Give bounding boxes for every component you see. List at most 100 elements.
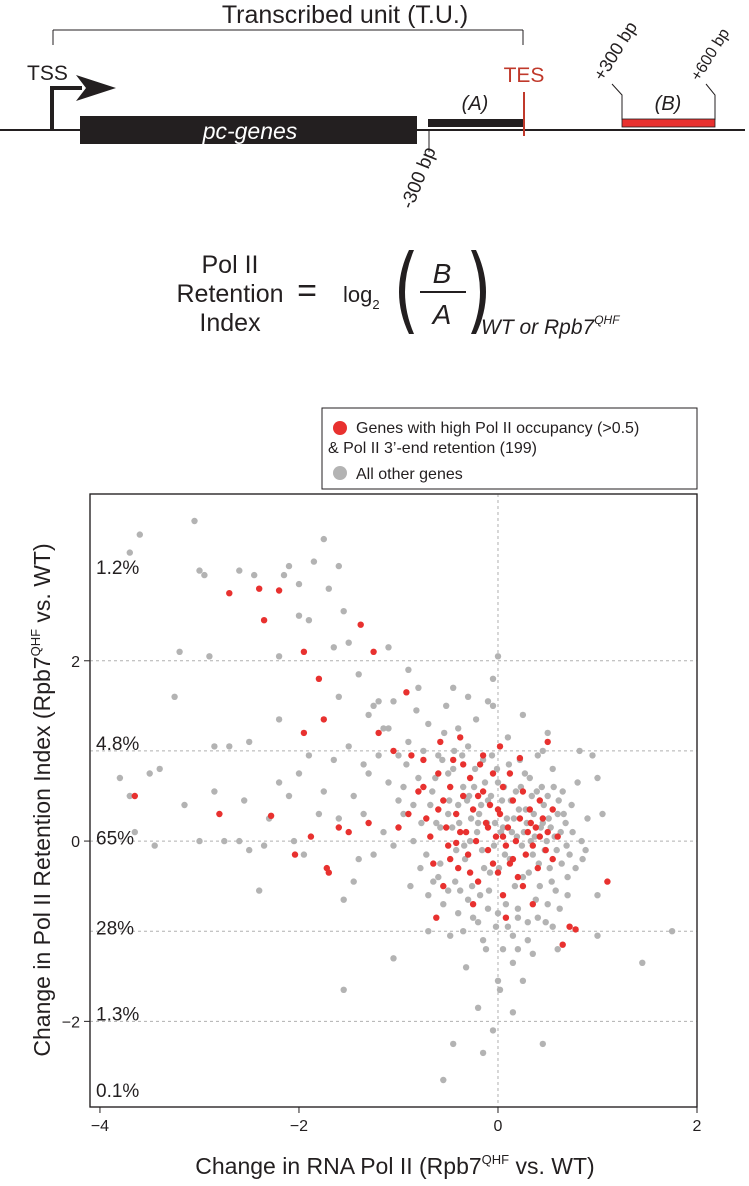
data-point-other: [420, 747, 427, 755]
data-point-highlight: [435, 806, 442, 813]
series-highlight-genes: [131, 585, 611, 948]
data-point-highlight: [370, 648, 377, 655]
data-point-other: [543, 837, 550, 845]
x-tick-label: −4: [91, 1118, 109, 1135]
data-point-other: [554, 810, 561, 818]
data-point-other: [460, 783, 467, 791]
data-point-highlight: [357, 621, 364, 628]
data-point-other: [475, 810, 483, 818]
region-percent-label: 4.8%: [96, 734, 139, 755]
data-point-other: [467, 815, 475, 822]
data-point-other: [403, 761, 410, 768]
data-point-other: [417, 864, 424, 872]
formula-log-sub: 2: [372, 297, 379, 312]
data-point-other: [519, 977, 527, 984]
region-percent-label: 28%: [96, 919, 134, 940]
data-point-other: [191, 517, 198, 525]
data-point-other: [285, 562, 293, 570]
data-point-other: [251, 571, 258, 579]
data-point-other: [524, 937, 531, 944]
data-point-other: [407, 882, 414, 890]
data-point-other: [445, 770, 452, 777]
formula-close-paren: [471, 250, 486, 334]
data-point-other: [405, 738, 412, 746]
data-point-highlight: [544, 738, 551, 746]
data-point-highlight: [256, 585, 263, 592]
data-point-highlight: [300, 729, 308, 737]
data-point-highlight: [466, 869, 474, 876]
data-point-other: [335, 815, 342, 822]
gene-schematic: Transcribed unit (T.U.) TSS pc-genes (A)…: [0, 1, 745, 212]
data-point-other: [549, 923, 556, 930]
data-point-highlight: [300, 648, 308, 655]
data-point-other: [221, 837, 228, 845]
data-point-other: [241, 797, 248, 804]
formula-subscript-main: WT or Rpb7: [481, 316, 596, 339]
data-point-other: [549, 765, 556, 773]
data-point-other: [504, 734, 512, 741]
data-point-other: [451, 747, 458, 755]
data-point-other: [493, 765, 501, 773]
legend-marker-highlight: [333, 421, 347, 435]
data-point-other: [246, 846, 253, 854]
data-point-highlight: [499, 892, 507, 899]
data-point-other: [385, 779, 392, 786]
data-point-highlight: [469, 901, 477, 908]
data-point-other: [494, 910, 502, 917]
data-point-highlight: [430, 860, 437, 867]
data-point-other: [151, 842, 158, 849]
data-point-other: [400, 783, 407, 791]
data-point-highlight: [572, 926, 579, 933]
data-point-other: [470, 783, 478, 791]
data-point-other: [464, 693, 472, 700]
data-point-highlight: [489, 770, 497, 777]
data-point-highlight: [494, 806, 502, 813]
data-point-other: [484, 905, 492, 912]
data-point-other: [450, 684, 457, 691]
data-point-other: [355, 855, 362, 863]
data-point-other: [413, 707, 420, 714]
data-point-other: [463, 797, 471, 804]
data-point-other: [503, 815, 511, 822]
legend: Genes with high Pol II occupancy (>0.5) …: [321, 407, 698, 490]
data-point-other: [477, 801, 485, 809]
data-point-other: [156, 765, 163, 773]
data-point-highlight: [484, 824, 492, 831]
data-point-highlight: [499, 833, 507, 840]
data-point-other: [410, 801, 417, 809]
data-point-other: [335, 562, 342, 570]
data-point-highlight: [479, 788, 487, 795]
data-point-other: [171, 693, 178, 700]
data-point-highlight: [506, 860, 514, 867]
data-point-other: [564, 892, 571, 899]
data-point-highlight: [457, 828, 464, 836]
data-point-other: [472, 716, 480, 723]
data-point-other: [494, 653, 502, 660]
data-point-other: [450, 765, 457, 773]
x-axis-label-main: Change in RNA Pol II (Rpb7: [195, 1153, 481, 1179]
data-point-other: [427, 801, 434, 809]
data-point-other: [295, 580, 303, 588]
data-point-highlight: [476, 761, 484, 768]
data-point-highlight: [427, 833, 434, 840]
data-point-highlight: [464, 851, 472, 858]
data-point-other: [425, 892, 432, 899]
data-point-other: [440, 1076, 447, 1084]
data-point-other: [126, 549, 133, 556]
tss-arrowhead-icon: [76, 75, 116, 101]
data-point-other: [464, 896, 472, 903]
data-point-other: [459, 752, 466, 759]
data-point-other: [509, 1009, 517, 1016]
data-point-other: [305, 752, 313, 759]
data-point-highlight: [462, 828, 470, 836]
data-point-other: [435, 752, 442, 759]
x-axis-label-sup: QHF: [482, 1152, 510, 1167]
data-point-other: [569, 828, 576, 836]
data-point-highlight: [395, 824, 402, 831]
data-point-other: [519, 873, 527, 881]
data-point-other: [453, 846, 460, 854]
data-point-highlight: [479, 752, 487, 759]
data-point-highlight: [320, 716, 327, 723]
data-point-other: [226, 743, 233, 750]
